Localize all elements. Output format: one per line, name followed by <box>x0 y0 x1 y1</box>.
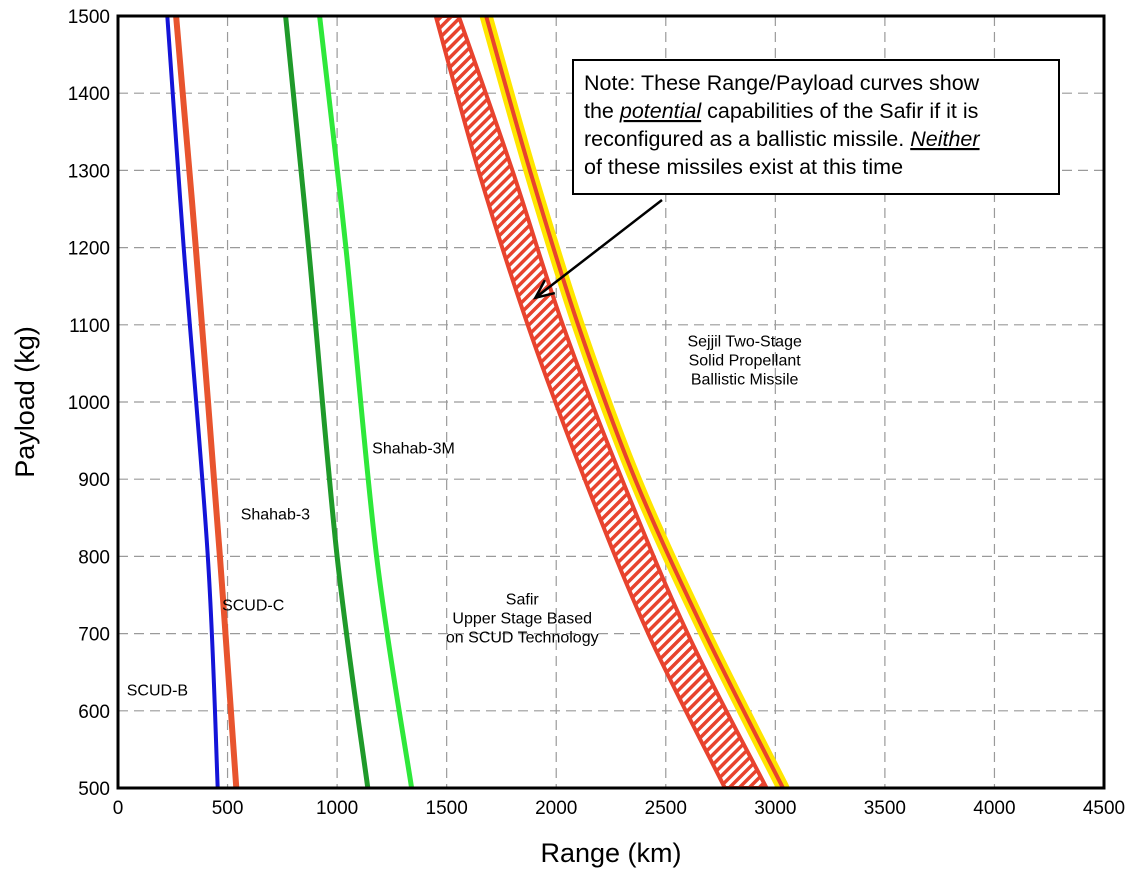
y-tick-label: 900 <box>78 470 110 491</box>
scud-c-line <box>173 16 240 788</box>
safir-label-line: Safir <box>506 591 540 608</box>
tick-labels: 0 500 1000 1500 2000 2500 3000 3500 4000 45005006… <box>68 7 1125 819</box>
x-tick-label: 500 <box>212 798 244 819</box>
note-text-segment: Note: These Range/Payload curves show <box>584 71 980 95</box>
note-arrow-head <box>532 279 556 300</box>
x-tick-label: 2000 <box>535 798 577 819</box>
y-tick-label: 1100 <box>69 316 110 337</box>
scud-b-line <box>165 16 220 788</box>
x-axis-title: Range (km) <box>540 838 681 868</box>
x-tick-label: 3500 <box>864 798 906 819</box>
sejjil-label: Sejjil Two-Stage Solid Propellant Ballisti… <box>687 333 802 388</box>
scud_b-label: SCUD-B <box>127 682 188 699</box>
shahab3-label: Shahab-3 <box>241 506 310 523</box>
scud_c-label: SCUD-C <box>222 597 284 614</box>
x-tick-label: 2500 <box>645 798 687 819</box>
scud_b-label-line: SCUD-B <box>127 682 188 699</box>
note-text-segment: the <box>584 99 620 123</box>
x-tick-label: 1500 <box>426 798 468 819</box>
shahab-3-line <box>283 16 371 788</box>
y-tick-label: 500 <box>78 779 110 800</box>
safir-label: Safir Upper Stage Based on SCUD Technology <box>446 591 599 646</box>
shahab3-label-line: Shahab-3 <box>241 506 310 523</box>
note-text-segment: reconfigured as a ballistic missile. <box>584 127 910 151</box>
sejjil-two-stage-solid-propellant-ballistic-missile-line <box>484 16 785 788</box>
y-tick-label: 1200 <box>68 239 110 260</box>
curve-labels: SCUD-B SCUD-C Shahab-3 Shahab-3M Safir Upper … <box>127 333 802 699</box>
sejjil-label-line: Ballistic Missile <box>691 371 799 388</box>
shahab3m-label-line: Shahab-3M <box>372 441 455 458</box>
plot-frame <box>116 14 1106 790</box>
y-tick-label: 800 <box>78 547 110 568</box>
shahab-3m-line <box>317 16 415 788</box>
y-axis-title: Payload (kg) <box>10 326 40 478</box>
shahab3m-label: Shahab-3M <box>372 441 455 458</box>
y-tick-label: 1500 <box>68 7 110 28</box>
note-text-segment: of these missiles exist at this time <box>584 155 903 179</box>
note-box: Note: These Range/Payload curves show the… <box>532 59 1060 300</box>
note-text: Note: These Range/Payload curves show the… <box>584 71 980 179</box>
safir-upper-stage-based-on-scud-technology-band <box>433 16 769 788</box>
note-text-segment: Neither <box>910 127 980 151</box>
note-box-frame <box>572 59 1060 195</box>
x-tick-label: 4000 <box>973 798 1015 819</box>
y-tick-label: 1000 <box>68 393 110 414</box>
note-arrow-shaft <box>534 199 663 299</box>
series-layer <box>165 16 790 788</box>
x-tick-label: 4500 <box>1083 798 1125 819</box>
y-tick-label: 1400 <box>68 84 110 105</box>
note-text-segment: potential <box>619 99 703 123</box>
y-tick-label: 1300 <box>68 161 110 182</box>
sejjil-label-line: Sejjil Two-Stage <box>687 333 802 350</box>
x-tick-label: 3000 <box>754 798 796 819</box>
y-tick-label: 600 <box>78 702 110 723</box>
note-text-segment: capabilities of the Safir if it is <box>701 99 978 123</box>
scud_c-label-line: SCUD-C <box>222 597 284 614</box>
x-tick-label: 0 <box>113 798 124 819</box>
sejjil-label-line: Solid Propellant <box>689 352 802 369</box>
safir-label-line: Upper Stage Based <box>452 610 592 627</box>
x-tick-label: 1000 <box>316 798 358 819</box>
y-tick-label: 700 <box>78 625 110 646</box>
safir-label-line: on SCUD Technology <box>446 629 599 646</box>
